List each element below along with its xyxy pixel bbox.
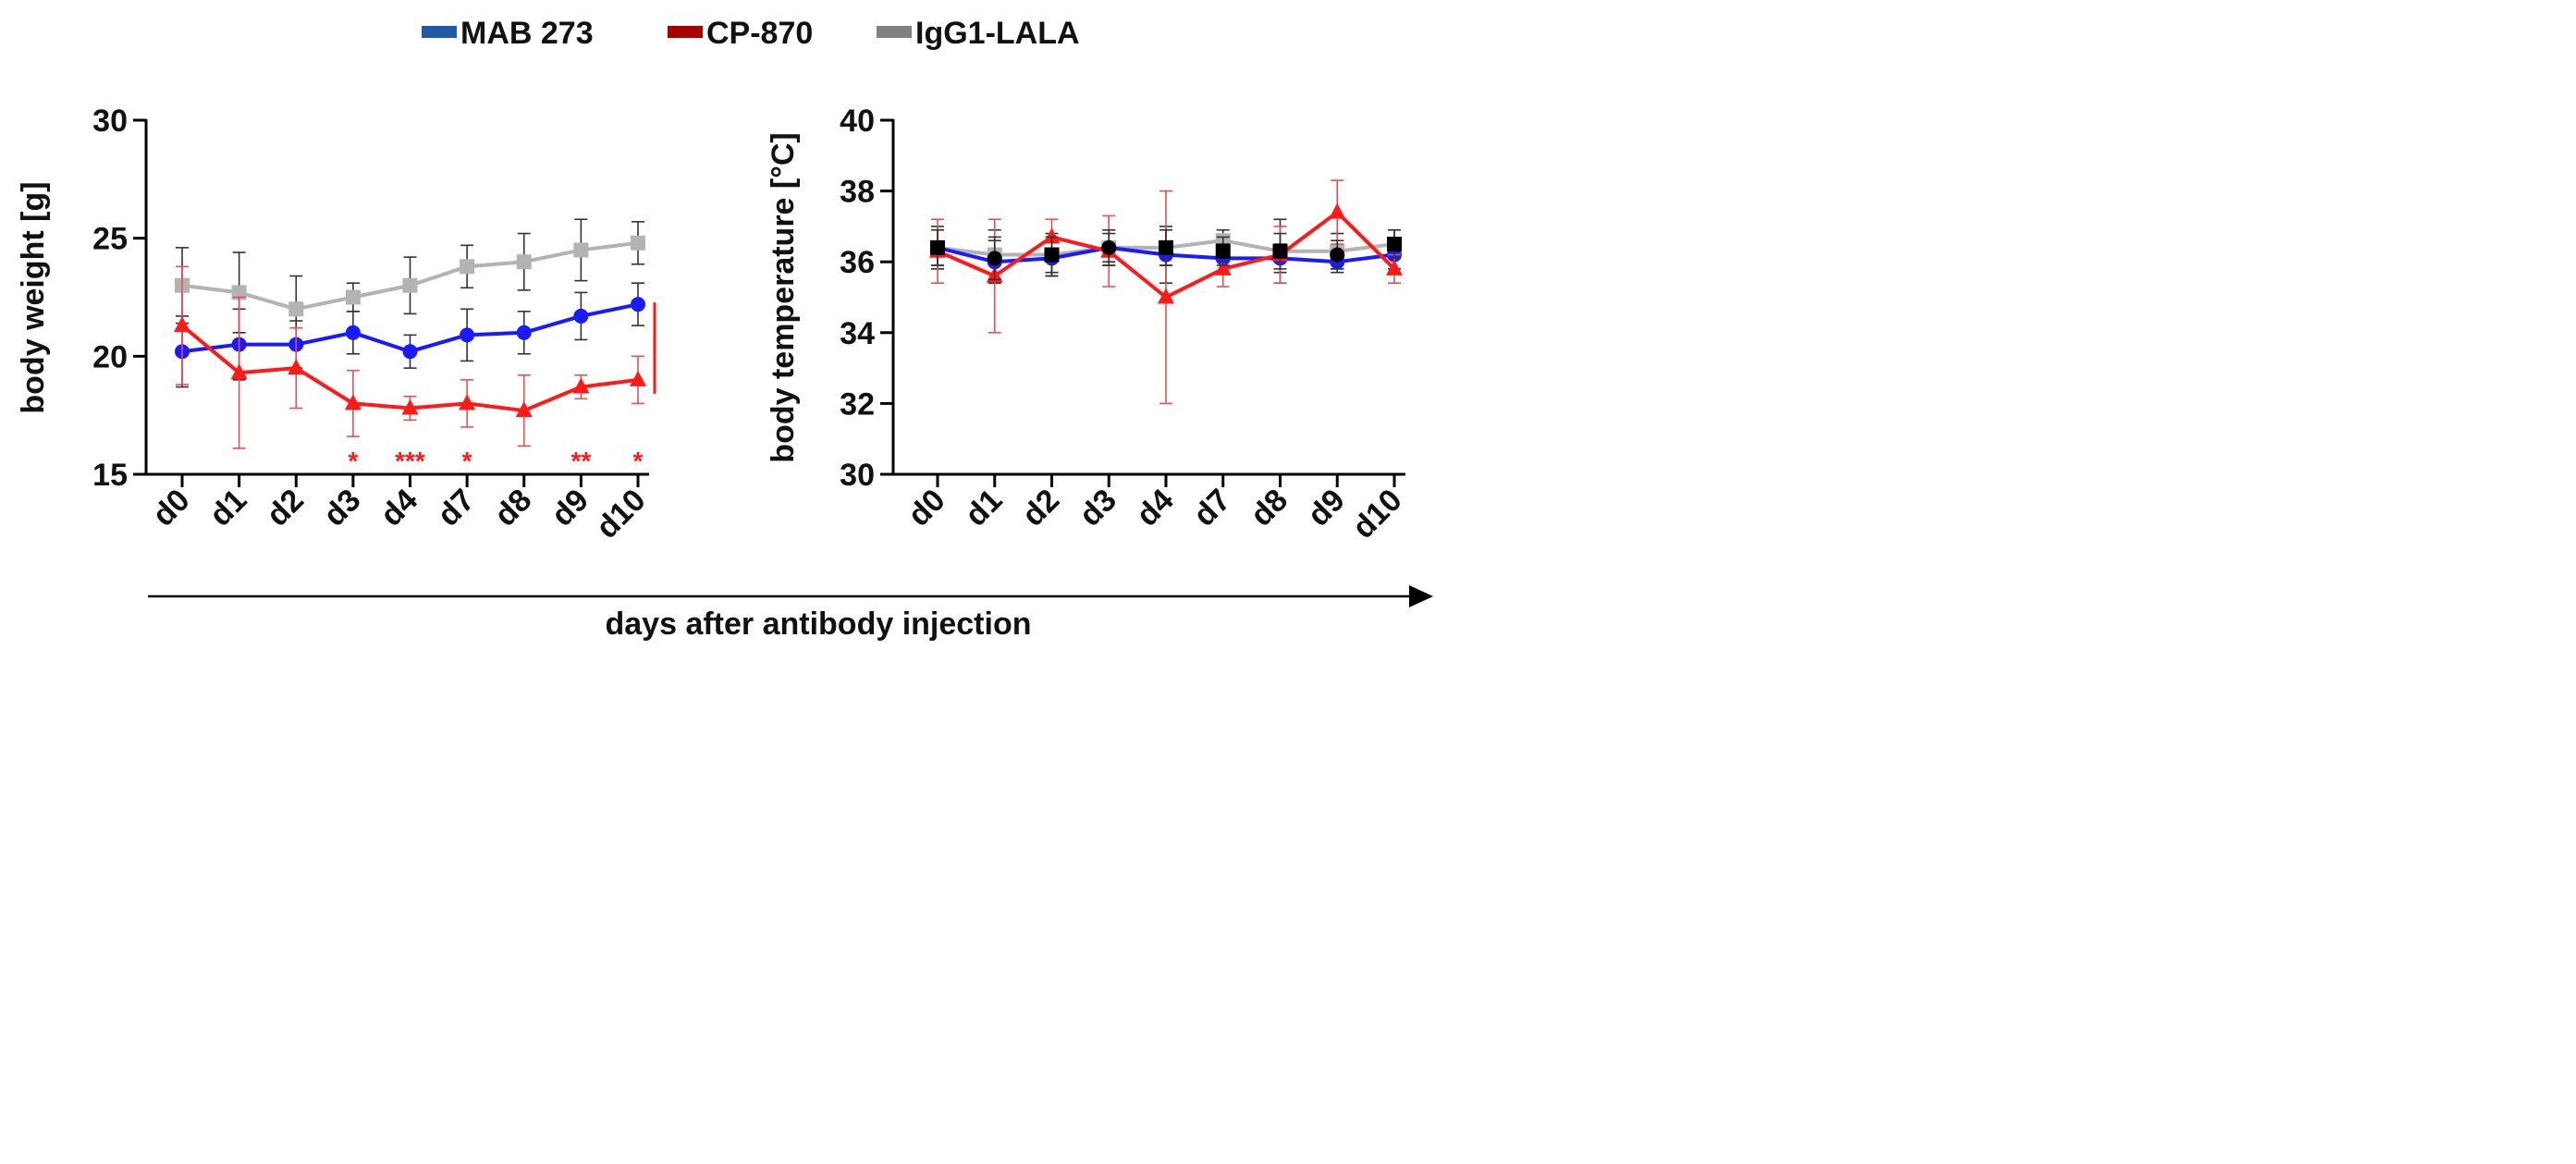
x-tick-label: d1 <box>202 483 253 533</box>
data-point <box>401 398 419 415</box>
y-tick-label: 30 <box>92 104 128 139</box>
data-point <box>174 316 190 333</box>
y-tick-label: 25 <box>92 222 128 257</box>
data-point <box>345 289 361 305</box>
x-tick-label: d0 <box>146 483 197 533</box>
x-tick-label: d9 <box>1301 483 1352 533</box>
legend-label-igg1lala: IgG1-LALA <box>915 16 1080 51</box>
x-tick-label: d10 <box>589 483 652 545</box>
x-tick-label: d2 <box>1015 483 1066 533</box>
y-tick-label: 34 <box>840 316 875 351</box>
data-point <box>1330 247 1345 263</box>
data-point <box>572 377 590 394</box>
data-point <box>460 327 475 343</box>
data-point <box>231 285 247 300</box>
data-point <box>631 297 645 312</box>
series-black <box>930 228 1402 281</box>
legend-swatch-igg1lala <box>877 26 912 38</box>
x-tick-label: d4 <box>374 483 424 533</box>
x-tick-label: d7 <box>1186 483 1237 533</box>
data-point <box>1214 259 1232 276</box>
y-axis-title: body weight [g] <box>16 181 51 413</box>
y-tick-label: 15 <box>92 458 128 493</box>
data-point <box>402 344 418 360</box>
data-point <box>1158 288 1174 304</box>
x-tick-label: d1 <box>958 483 1009 533</box>
data-point <box>460 259 475 275</box>
x-tick-label: d8 <box>1244 483 1294 533</box>
legend-label-cp870: CP-870 <box>706 16 813 51</box>
data-point <box>288 301 304 317</box>
x-tick-label: d4 <box>1130 483 1181 533</box>
y-tick-label: 30 <box>840 458 875 493</box>
y-tick-label: 32 <box>840 386 875 422</box>
significance-label: * <box>633 447 644 475</box>
series-cp-870 <box>174 265 646 449</box>
x-tick-label: d8 <box>487 483 538 533</box>
data-point <box>1386 259 1403 276</box>
x-axis-arrow <box>148 585 1433 607</box>
y-axis-title: body temperature [°C] <box>766 132 801 462</box>
data-point <box>402 277 418 293</box>
x-tick-label: d3 <box>317 483 368 533</box>
data-point <box>459 394 476 410</box>
data-point <box>288 359 305 375</box>
data-point <box>230 363 248 380</box>
x-tick-label: d7 <box>431 483 482 533</box>
significance-label: *** <box>395 447 425 475</box>
data-point <box>1215 243 1231 259</box>
data-point <box>573 308 589 324</box>
data-point <box>345 325 361 340</box>
data-point <box>515 401 533 418</box>
x-tick-label: d10 <box>1345 483 1408 545</box>
data-point <box>1387 237 1402 252</box>
legend-label-mab273: MAB 273 <box>460 16 594 51</box>
x-tick-label: d0 <box>902 483 952 533</box>
significance-label: * <box>348 447 358 475</box>
data-point <box>1272 243 1288 259</box>
data-point <box>1101 239 1117 255</box>
data-point <box>630 370 646 386</box>
y-tick-label: 36 <box>840 245 875 280</box>
significance-label: * <box>462 447 472 475</box>
y-tick-label: 38 <box>840 175 875 210</box>
y-tick-label: 20 <box>92 339 128 374</box>
x-tick-label: d2 <box>260 483 311 533</box>
data-point <box>930 239 945 255</box>
data-point <box>1159 239 1173 255</box>
legend: MAB 273 CP-870 IgG1-LALA <box>422 16 1080 51</box>
legend-swatch-cp870 <box>668 26 703 38</box>
data-point <box>1329 202 1346 219</box>
legend-swatch-mab273 <box>422 26 457 38</box>
x-axis-title: days after antibody injection <box>606 607 1032 642</box>
x-axis-arrow-head <box>1409 585 1433 607</box>
data-point <box>344 394 362 410</box>
data-point <box>631 235 645 251</box>
data-point <box>987 251 1002 266</box>
x-tick-label: d3 <box>1073 483 1123 533</box>
data-point <box>516 254 532 270</box>
significance-label: ** <box>570 447 591 475</box>
series-igg1-lala <box>175 218 645 343</box>
series-cp-870 <box>929 179 1403 405</box>
y-tick-label: 40 <box>840 104 875 139</box>
data-point <box>1044 247 1060 263</box>
data-point <box>573 242 589 258</box>
data-point <box>1043 227 1061 244</box>
x-tick-label: d9 <box>545 483 595 533</box>
data-point <box>516 325 532 340</box>
